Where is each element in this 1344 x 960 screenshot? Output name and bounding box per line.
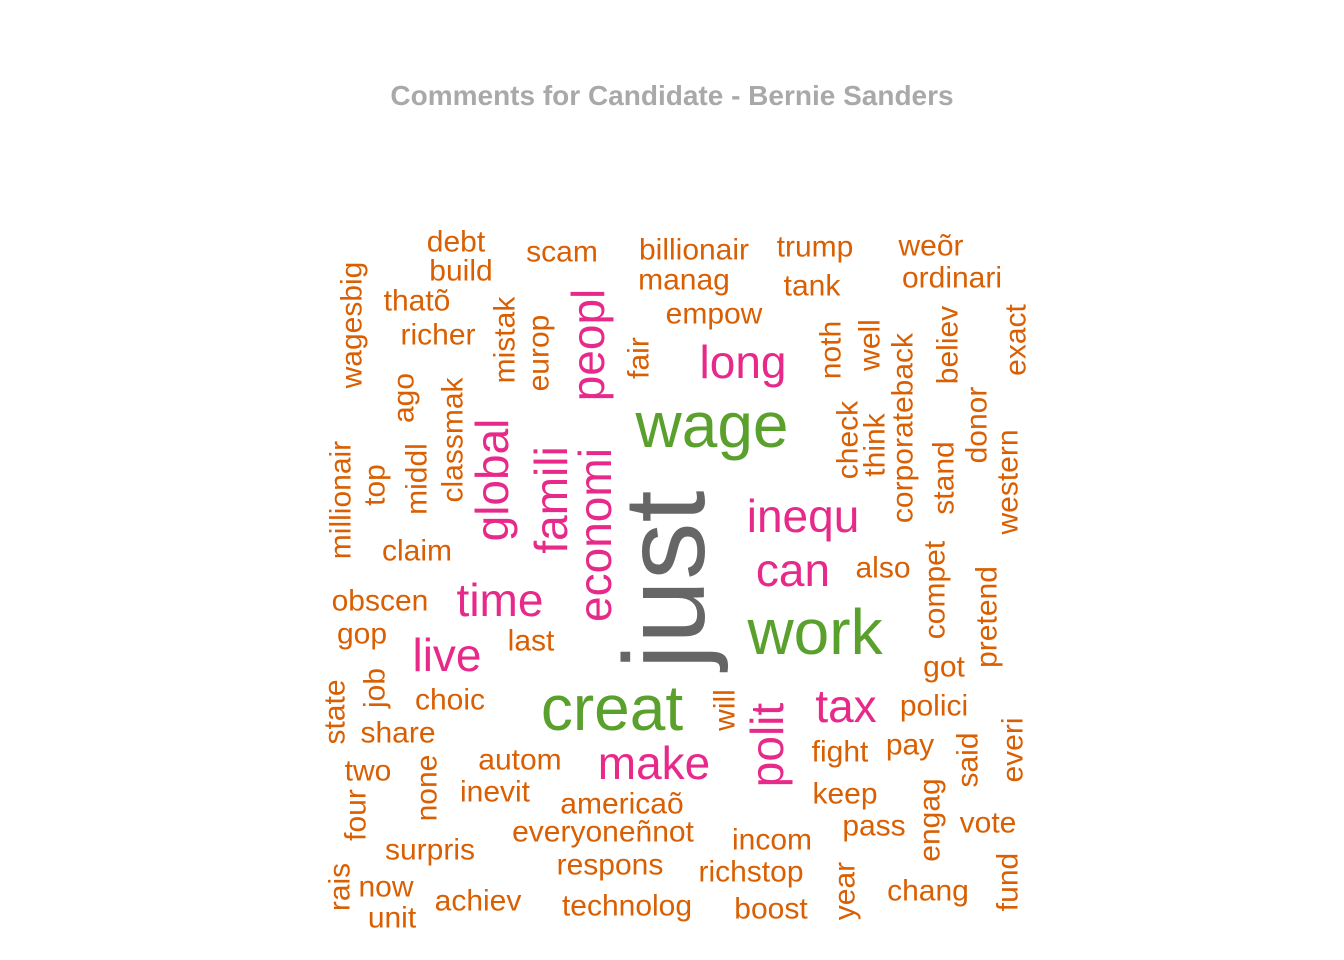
word-keep: keep — [812, 778, 877, 811]
word-wagesbig: wagesbig — [336, 262, 369, 390]
word-choic: choic — [415, 684, 485, 717]
word-time: time — [457, 574, 544, 626]
word-share: share — [360, 717, 435, 750]
word-pretend: pretend — [971, 566, 1004, 668]
word-western: western — [992, 429, 1025, 535]
word-inequ: inequ — [747, 490, 860, 542]
word-richer: richer — [400, 319, 475, 352]
word-check: check — [832, 400, 865, 479]
word-think: think — [859, 412, 892, 476]
word-ago: ago — [388, 373, 421, 423]
word-mistak: mistak — [489, 296, 522, 384]
word-corporateback: corporateback — [887, 332, 920, 523]
word-ordinari: ordinari — [902, 262, 1002, 295]
word-noth: noth — [815, 321, 848, 379]
word-build: build — [429, 255, 492, 288]
word-manag: manag — [638, 264, 730, 297]
word-everyone-not: everyoneñnot — [512, 816, 694, 849]
word-last: last — [508, 625, 555, 658]
word-now: now — [358, 871, 413, 904]
word-technolog: technolog — [562, 890, 692, 923]
word-everi: everi — [997, 717, 1030, 782]
word-obscen: obscen — [332, 585, 429, 618]
word-chang: chang — [887, 875, 969, 908]
word-well: well — [854, 319, 887, 372]
word-america-: americaõ — [560, 788, 683, 821]
word-fund: fund — [992, 853, 1025, 911]
word-polit: polit — [741, 703, 793, 788]
word-four: four — [340, 789, 373, 841]
word-two: two — [345, 755, 392, 788]
word-unit: unit — [368, 902, 417, 935]
word-job: job — [359, 668, 392, 709]
word-gop: gop — [337, 618, 387, 651]
word-scam: scam — [526, 236, 598, 269]
word-claim: claim — [382, 535, 452, 568]
word-tax: tax — [815, 680, 876, 732]
word-can: can — [756, 544, 830, 596]
word-creat: creat — [541, 672, 684, 744]
word-peopl: peopl — [562, 289, 614, 402]
chart-title: Comments for Candidate - Bernie Sanders — [390, 80, 954, 111]
word-long: long — [700, 336, 787, 388]
word-empow: empow — [666, 298, 763, 331]
word-got: got — [923, 651, 965, 684]
word-richstop: richstop — [698, 856, 803, 889]
word-debt: debt — [427, 226, 486, 259]
word-respons: respons — [557, 849, 664, 882]
word-none: none — [411, 755, 444, 822]
word-exact: exact — [1000, 303, 1033, 375]
word-compet: compet — [919, 540, 952, 639]
word-will: will — [709, 689, 742, 732]
word-vote: vote — [960, 807, 1017, 840]
word-donor: donor — [961, 387, 994, 464]
word-surpris: surpris — [385, 834, 475, 867]
word-year: year — [829, 862, 862, 920]
word-classmak: classmak — [437, 376, 470, 502]
word-stand: stand — [928, 441, 961, 514]
word-work: work — [746, 596, 883, 668]
word-incom: incom — [732, 824, 812, 857]
word-said: said — [952, 732, 985, 787]
word-trump: trump — [777, 231, 854, 264]
word-economi: economi — [569, 448, 621, 622]
word-rais: rais — [324, 863, 357, 911]
word-wage: wage — [635, 389, 789, 461]
word-just: just — [601, 490, 729, 672]
word-top: top — [359, 464, 392, 506]
word-europ: europ — [523, 315, 556, 392]
word-engag: engag — [914, 778, 947, 861]
word-state: state — [319, 679, 352, 744]
word-fair: fair — [623, 337, 656, 379]
word-millionair: millionair — [325, 441, 358, 559]
word-make: make — [598, 737, 710, 789]
word-achiev: achiev — [435, 885, 522, 918]
word-fight: fight — [812, 736, 869, 769]
word-tank: tank — [784, 270, 842, 303]
word-we-r: weõr — [897, 230, 963, 263]
word-boost: boost — [734, 893, 808, 926]
word-famili: famili — [525, 446, 577, 553]
word-autom: autom — [478, 744, 561, 777]
word-billionair: billionair — [639, 234, 749, 267]
word-inevit: inevit — [460, 776, 531, 809]
word-pass: pass — [842, 810, 905, 843]
word-that-: thatõ — [384, 285, 451, 318]
word-polici: polici — [900, 690, 968, 723]
word-global: global — [466, 419, 518, 542]
word-live: live — [412, 629, 481, 681]
word-believ: believ — [932, 306, 965, 384]
word-also: also — [855, 552, 910, 585]
word-pay: pay — [886, 729, 934, 762]
word-middl: middl — [401, 443, 434, 515]
